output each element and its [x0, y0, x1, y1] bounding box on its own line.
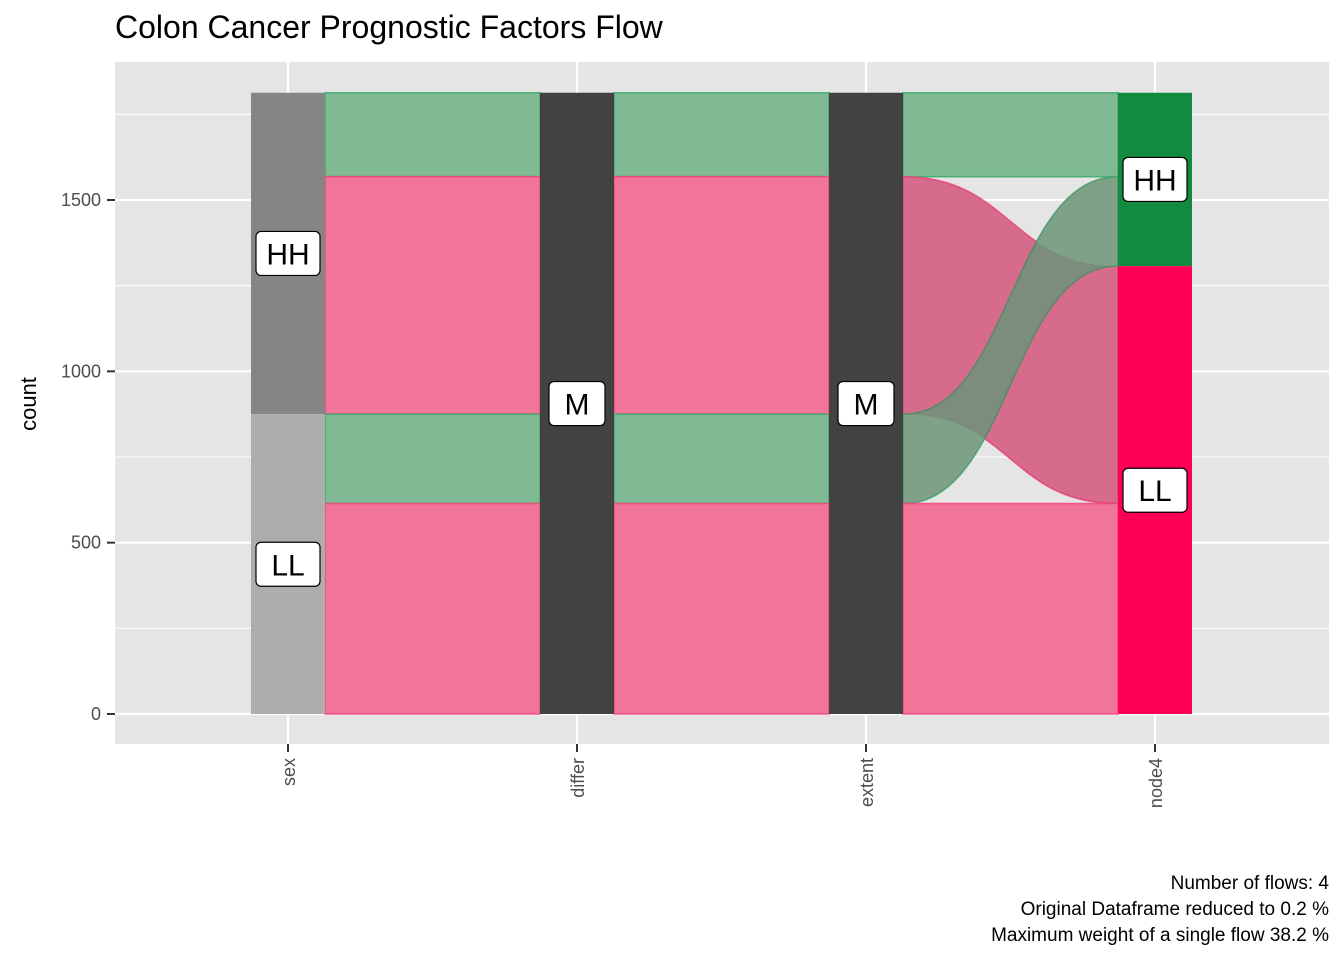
- flow-overlap-shade: [903, 176, 1118, 504]
- flow-segment: [613, 502, 830, 715]
- node-label-box: [837, 380, 895, 427]
- y-tick-label: 500: [71, 533, 101, 553]
- caption-line: Number of flows: 4: [1171, 873, 1330, 894]
- node-label-box: [548, 380, 606, 427]
- flow-segment: [902, 91, 1119, 178]
- node-label-node4-ll: LL: [1122, 467, 1188, 513]
- y-tick-label: 1500: [61, 190, 101, 210]
- node-label-sex-hh: HH: [255, 230, 321, 277]
- x-tick-label-differ: differ: [568, 758, 588, 798]
- y-tick-label: 0: [91, 704, 101, 724]
- flow-segment: [613, 91, 830, 178]
- caption-line: Original Dataframe reduced to 0.2 %: [1021, 899, 1329, 920]
- flow-segment: [613, 413, 830, 505]
- flow-segment: [324, 91, 541, 178]
- node-label-text: M: [565, 389, 590, 422]
- node-label-box: [255, 230, 321, 277]
- flow-segment: [613, 175, 830, 415]
- node-label-sex-ll: LL: [255, 541, 321, 587]
- flow-hh-m-m-hh: [324, 91, 1119, 178]
- node-label-box: [1122, 156, 1188, 203]
- node-label-extent-m: M: [837, 380, 895, 427]
- node-label-text: HH: [1133, 164, 1176, 197]
- flow-ll-m-m-ll: [324, 502, 1119, 715]
- y-axis-title: count: [16, 377, 41, 431]
- flow-segment: [324, 175, 541, 415]
- plot-panel: HH LL M M HH LL: [115, 62, 1329, 744]
- node-label-box: [255, 541, 321, 587]
- y-tick-label: 1000: [61, 361, 101, 381]
- x-tick-label-node4: node4: [1146, 758, 1166, 808]
- caption-line: Maximum weight of a single flow 38.2 %: [991, 925, 1329, 946]
- node-label-text: M: [854, 389, 879, 422]
- flow-segment: [324, 502, 541, 715]
- flow-overlap-shade: [903, 176, 1118, 504]
- x-tick-label-extent: extent: [857, 758, 877, 807]
- x-tick-label-sex: sex: [279, 758, 299, 786]
- flow-segment: [902, 502, 1119, 715]
- chart-title: Colon Cancer Prognostic Factors Flow: [115, 9, 664, 45]
- node-label-differ-m: M: [548, 380, 606, 427]
- node-label-text: LL: [1138, 475, 1171, 508]
- flow-segment: [324, 413, 541, 505]
- node-label-text: LL: [271, 549, 304, 582]
- node-label-text: HH: [266, 238, 309, 271]
- node-label-node4-hh: HH: [1122, 156, 1188, 203]
- node-label-box: [1122, 467, 1188, 513]
- chart-caption: Number of flows: 4 Original Dataframe red…: [991, 873, 1329, 946]
- flow-ll-m-m-hh: [324, 175, 1119, 505]
